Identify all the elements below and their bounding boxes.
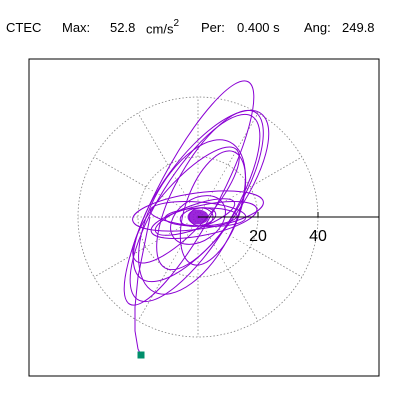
orbit-trace — [123, 80, 270, 359]
x-axis-tick-label: 20 — [249, 228, 267, 245]
orbit-loop — [156, 109, 264, 271]
max-value: 52.8 — [110, 20, 136, 35]
max-unit-exponent: 2 — [173, 18, 180, 29]
angle-label: Ang: — [304, 20, 331, 35]
grid-spoke — [227, 112, 259, 166]
grid-spoke — [93, 246, 147, 278]
orbit-loop — [154, 198, 236, 236]
grid-spoke — [249, 246, 303, 278]
grid-spoke — [93, 156, 147, 188]
period-label: Per: — [201, 20, 225, 35]
max-unit-base: cm/s — [146, 21, 174, 37]
end-marker — [137, 351, 145, 359]
grid-spoke — [137, 268, 169, 322]
orbit-loop — [150, 201, 258, 239]
orbit-loop — [132, 190, 264, 232]
x-axis-tick-label: 40 — [309, 228, 327, 245]
grid-spoke — [249, 156, 303, 188]
plot-frame — [28, 58, 380, 377]
chart-header: CTEC Max: 52.8 cm/s2 Per: 0.400 s Ang: 2… — [0, 0, 400, 50]
period-value: 0.400 s — [237, 20, 280, 35]
x-axis: 20 40 — [198, 212, 379, 245]
orbit-tail — [134, 216, 151, 356]
max-unit: cm/s2 — [146, 18, 180, 37]
station-code: CTEC — [6, 20, 42, 35]
grid-spoke — [227, 268, 259, 322]
angle-value: 249.8 — [342, 20, 375, 35]
grid-spoke — [137, 112, 169, 166]
max-label: Max: — [62, 20, 91, 35]
